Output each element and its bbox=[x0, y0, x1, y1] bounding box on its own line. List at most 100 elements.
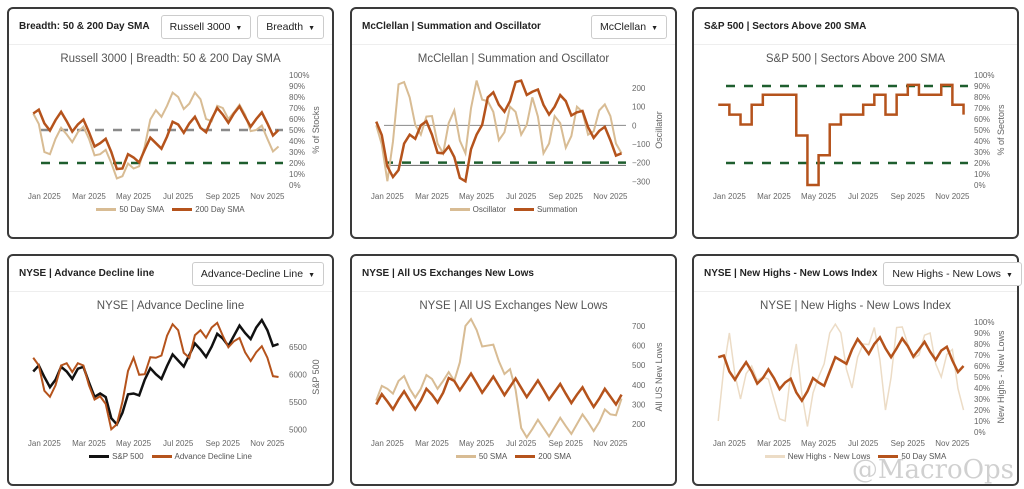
caret-down-icon: ▼ bbox=[308, 271, 315, 279]
y-tick-label: 500 bbox=[632, 361, 646, 370]
x-tick-label: Sep 2025 bbox=[549, 192, 584, 201]
y-tick-label: 90% bbox=[974, 329, 990, 338]
x-tick-label: Jul 2025 bbox=[506, 192, 537, 201]
x-tick-label: Mar 2025 bbox=[415, 439, 449, 448]
dropdown-label: Russell 3000 bbox=[169, 20, 231, 33]
legend-swatch bbox=[449, 208, 470, 212]
y-tick-label: 20% bbox=[289, 159, 305, 168]
legend-item[interactable]: Advance Decline Line bbox=[151, 452, 252, 461]
x-tick-label: Jul 2025 bbox=[848, 439, 879, 448]
x-tick-label: Nov 2025 bbox=[593, 192, 628, 201]
dropdown-select[interactable]: Advance-Decline Line ▼ bbox=[191, 261, 324, 286]
y-axis-label: % of Stocks bbox=[311, 106, 321, 154]
series-line bbox=[375, 371, 623, 412]
x-tick-label: May 2025 bbox=[801, 192, 837, 201]
dropdown-select[interactable]: McClellan ▼ bbox=[590, 14, 667, 39]
x-tick-label: Mar 2025 bbox=[72, 192, 106, 201]
x-tick-label: Sep 2025 bbox=[206, 192, 241, 201]
y-tick-label: 70% bbox=[974, 104, 990, 113]
series-line bbox=[375, 79, 623, 184]
y-tick-label: 0 bbox=[632, 121, 637, 130]
caret-down-icon: ▼ bbox=[1005, 271, 1013, 279]
y-tick-label: 200 bbox=[632, 420, 646, 429]
legend-label: Summation bbox=[536, 205, 578, 214]
legend-item[interactable]: 50 Day SMA bbox=[878, 452, 946, 461]
x-tick-label: Sep 2025 bbox=[891, 439, 926, 448]
y-tick-label: 10% bbox=[974, 170, 990, 179]
x-tick-label: Jul 2025 bbox=[163, 439, 194, 448]
x-tick-label: Mar 2025 bbox=[72, 439, 106, 448]
x-tick-label: Nov 2025 bbox=[250, 192, 285, 201]
x-tick-label: Sep 2025 bbox=[549, 439, 584, 448]
y-tick-label: 100 bbox=[632, 103, 646, 112]
y-axis-label: % of Sectors bbox=[996, 104, 1006, 156]
y-tick-label: 20% bbox=[974, 406, 990, 415]
chart-plot: 0% 10% 20% 30% 40% 50% 60% 70% 80% 90% 100% Jan 202… bbox=[713, 318, 1006, 448]
y-tick-label: −300 bbox=[632, 177, 651, 186]
legend-swatch bbox=[764, 455, 785, 459]
legend-item[interactable]: 200 SMA bbox=[515, 452, 571, 461]
legend-item[interactable]: Summation bbox=[513, 205, 578, 214]
x-tick-label: Mar 2025 bbox=[757, 439, 791, 448]
y-tick-label: 5500 bbox=[289, 398, 307, 407]
legend-item[interactable]: S&P 500 bbox=[89, 452, 144, 461]
legend-item[interactable]: 50 SMA bbox=[455, 452, 507, 461]
y-tick-label: 0% bbox=[974, 181, 986, 190]
y-tick-label: 200 bbox=[632, 84, 646, 93]
series-line bbox=[32, 104, 280, 171]
watermark: @MacroOps bbox=[851, 455, 1014, 485]
y-tick-label: 100% bbox=[974, 71, 994, 80]
legend-item[interactable]: New Highs - New Lows bbox=[764, 452, 871, 461]
y-tick-label: 100% bbox=[289, 71, 309, 80]
x-tick-label: May 2025 bbox=[116, 439, 152, 448]
x-tick-label: Jan 2025 bbox=[28, 192, 61, 201]
dropdown-select[interactable]: Russell 3000 ▼ bbox=[160, 14, 252, 39]
x-tick-label: Mar 2025 bbox=[415, 192, 449, 201]
legend-label: 200 Day SMA bbox=[195, 205, 245, 214]
legend-label: New Highs - New Lows bbox=[787, 452, 871, 461]
legend-label: 200 SMA bbox=[538, 452, 572, 461]
y-tick-label: 50% bbox=[289, 126, 305, 135]
series-line bbox=[718, 83, 965, 187]
dropdown-select[interactable]: New Highs - New Lows ▼ bbox=[883, 261, 1022, 286]
chart-legend: New Highs - New Lows 50 Day SMA bbox=[694, 452, 1017, 461]
chart-title: NYSE | All US Exchanges New Lows bbox=[419, 300, 608, 312]
x-tick-label: May 2025 bbox=[459, 192, 495, 201]
chart-plot: −300 −200 −100 0 100 200 Jan 2025 Mar 2025 May 2… bbox=[371, 79, 664, 201]
x-tick-label: May 2025 bbox=[801, 439, 837, 448]
y-tick-label: 50% bbox=[974, 126, 990, 135]
y-tick-label: 40% bbox=[289, 137, 305, 146]
dropdown-label: Advance-Decline Line bbox=[200, 267, 304, 280]
panel-title: NYSE | Advance Decline line bbox=[19, 268, 155, 279]
panel-title: Breadth: 50 & 200 Day SMA bbox=[19, 21, 150, 32]
panel-title: NYSE | All US Exchanges New Lows bbox=[362, 268, 534, 279]
panel-header: McClellan | Summation and Oscillator McCl… bbox=[352, 9, 675, 45]
legend-item[interactable]: 50 Day SMA bbox=[96, 205, 164, 214]
legend-item[interactable]: Oscillator bbox=[449, 205, 506, 214]
y-axis-label: All US New Lows bbox=[654, 342, 664, 412]
chart-panel: NYSE | Advance Decline line Advance-Decli… bbox=[7, 254, 334, 486]
panel-title: NYSE | New Highs - New Lows Index bbox=[704, 268, 878, 279]
legend-label: Advance Decline Line bbox=[174, 452, 252, 461]
y-tick-label: 10% bbox=[974, 417, 990, 426]
x-tick-label: Jan 2025 bbox=[713, 439, 746, 448]
x-tick-label: Sep 2025 bbox=[891, 192, 926, 201]
x-tick-label: Nov 2025 bbox=[593, 439, 628, 448]
y-tick-label: 6000 bbox=[289, 370, 307, 379]
caret-down-icon: ▼ bbox=[308, 24, 315, 32]
legend-swatch bbox=[513, 208, 534, 212]
dropdown-label: New Highs - New Lows bbox=[892, 267, 1001, 280]
chart-panel: NYSE | All US Exchanges New Lows NYSE | A… bbox=[350, 254, 677, 486]
legend-label: Oscillator bbox=[472, 205, 506, 214]
dropdown-select[interactable]: Breadth ▼ bbox=[257, 14, 324, 39]
chart-legend: Oscillator Summation bbox=[352, 205, 675, 214]
chart-legend: 50 Day SMA 200 Day SMA bbox=[9, 205, 332, 214]
y-tick-label: 90% bbox=[974, 82, 990, 91]
legend-item[interactable]: 200 Day SMA bbox=[172, 205, 245, 214]
legend-label: S&P 500 bbox=[112, 452, 144, 461]
chart-title: Russell 3000 | Breadth: 50 & 200 Day SMA bbox=[60, 53, 281, 65]
panel-title: McClellan | Summation and Oscillator bbox=[362, 21, 541, 32]
x-tick-label: Nov 2025 bbox=[935, 439, 970, 448]
y-tick-label: 40% bbox=[974, 384, 990, 393]
panel-title: S&P 500 | Sectors Above 200 SMA bbox=[704, 21, 867, 32]
